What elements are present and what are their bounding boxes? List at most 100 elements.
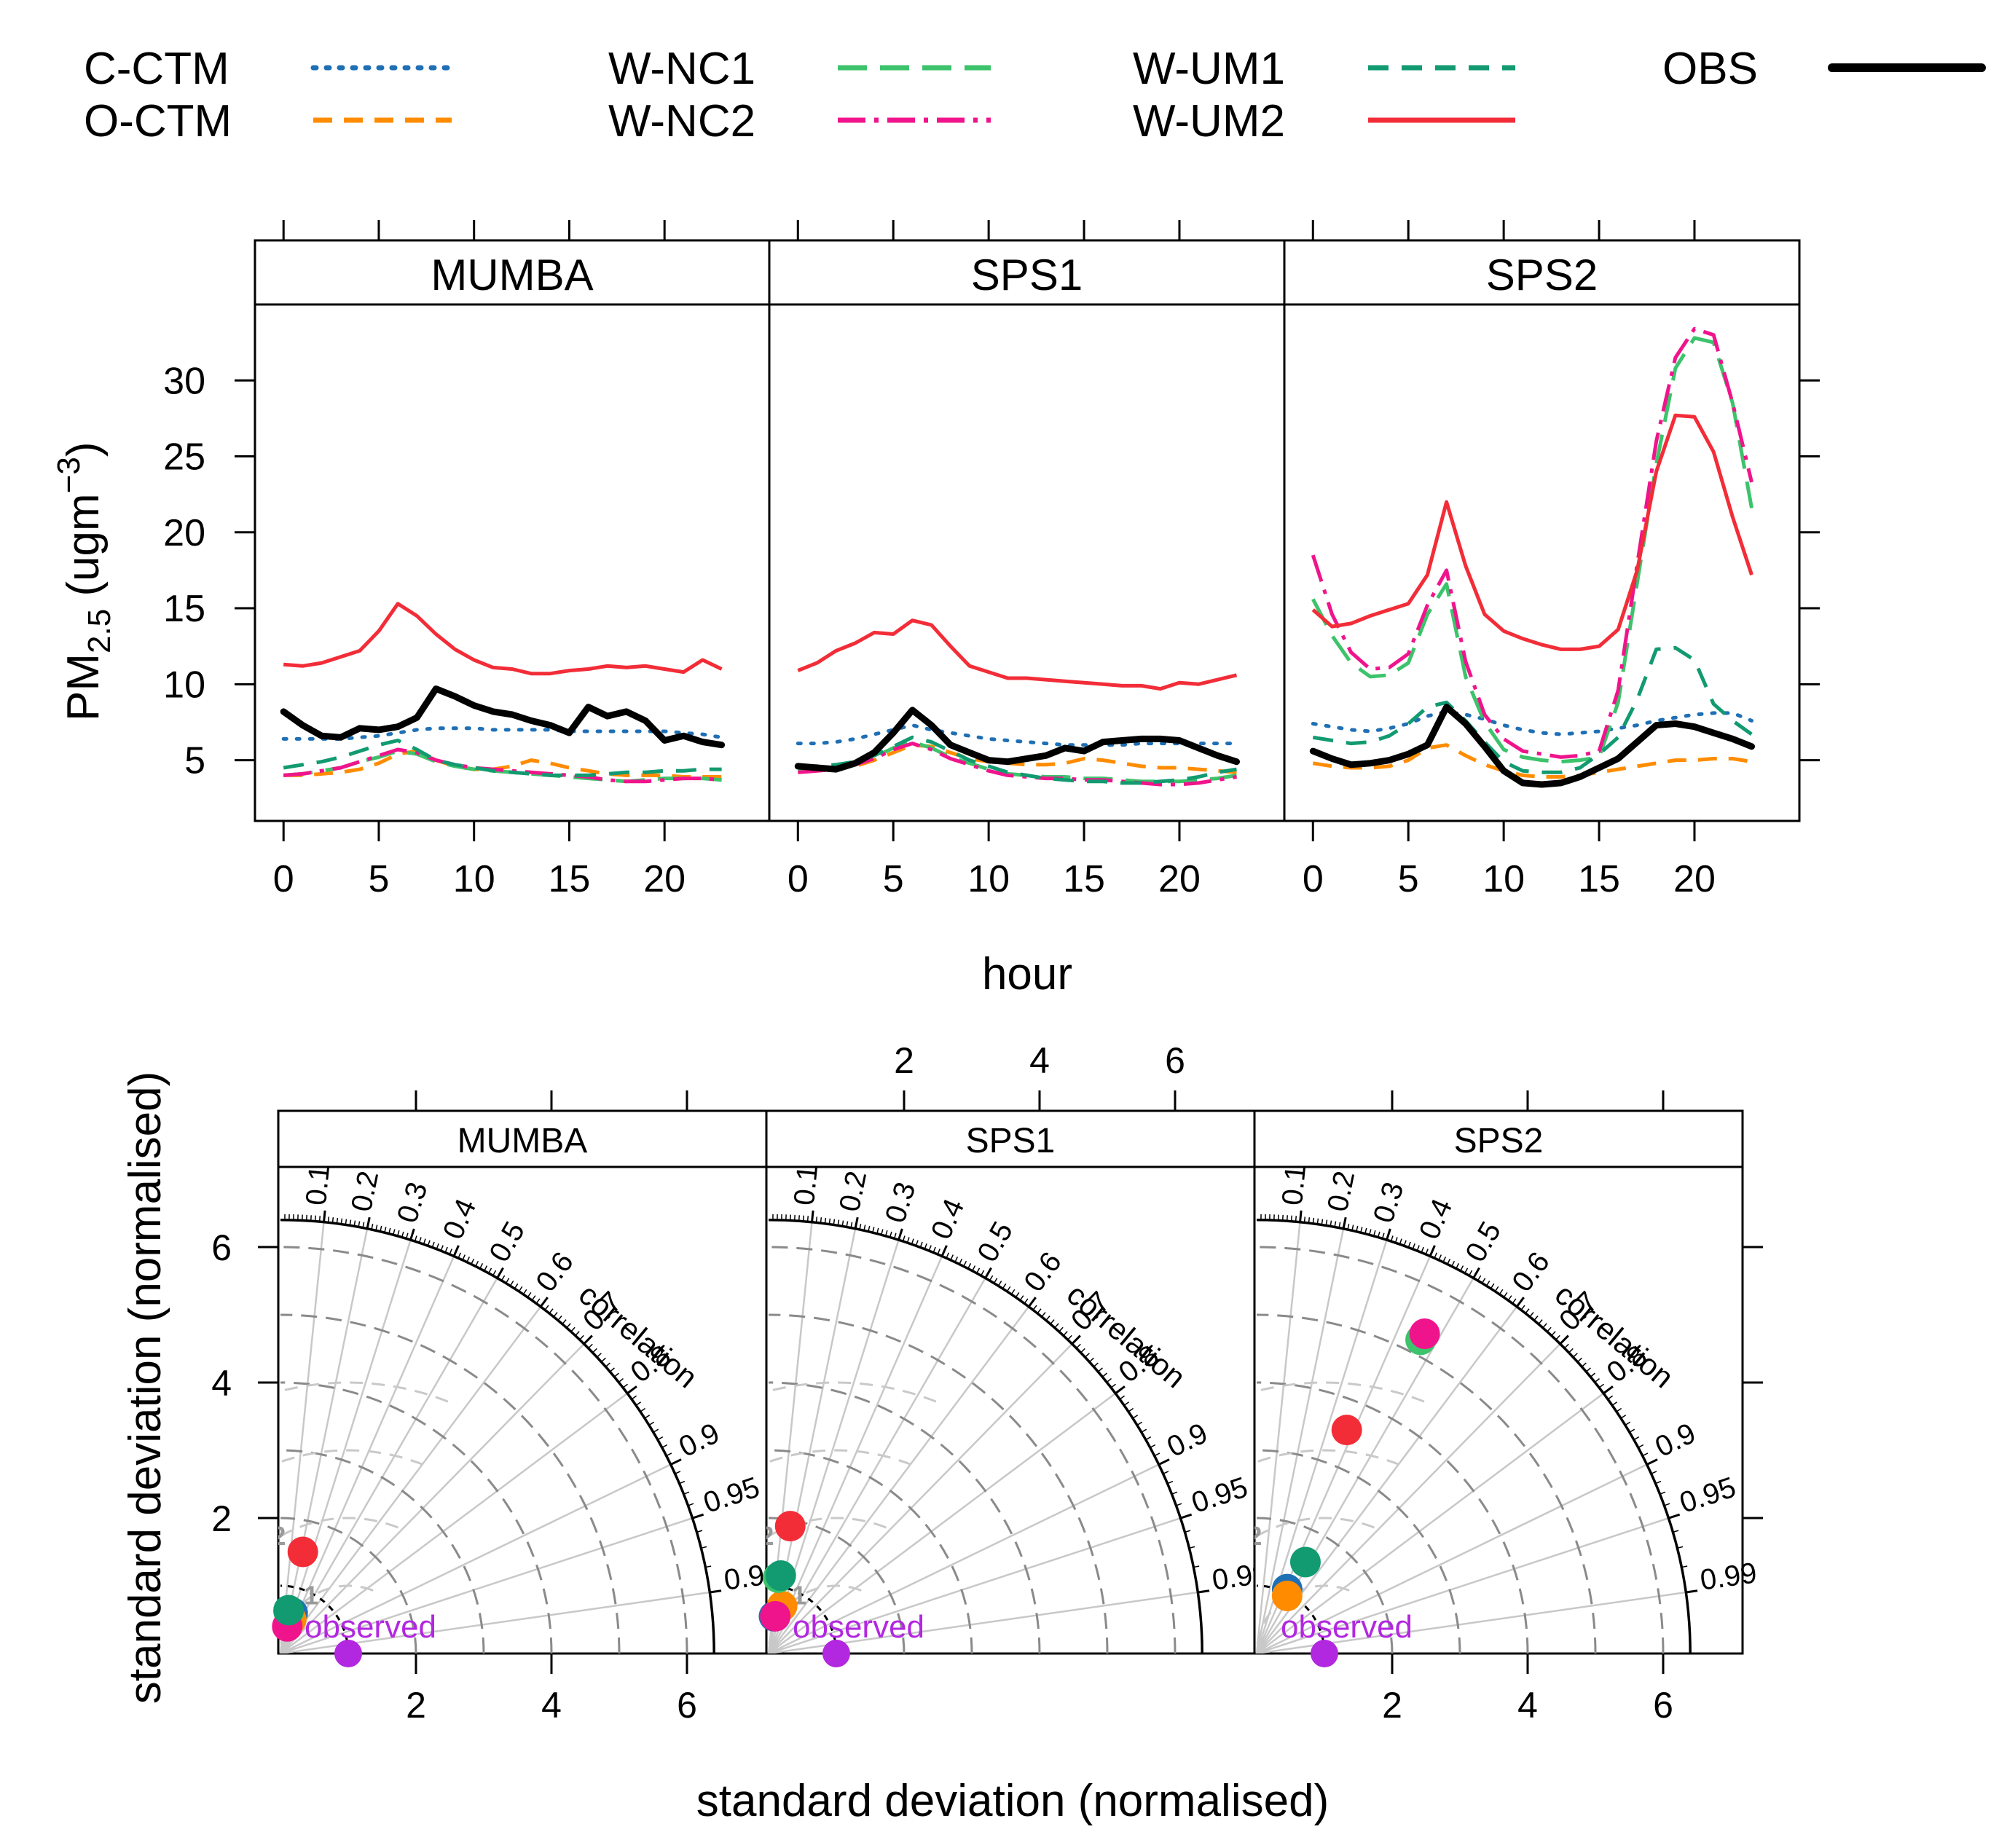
x-tick-label: 4 [1517,1685,1538,1726]
correlation-minor-tick [1403,1240,1407,1246]
observed-sd-arc [768,1584,838,1654]
correlation-minor-tick [859,1224,862,1230]
correlation-minor-tick [653,1428,659,1433]
correlation-minor-tick [1494,1286,1499,1292]
correlation-minor-tick [393,1229,396,1235]
correlation-minor-tick [388,1227,391,1234]
pm25-time-series-chart: MUMBA 0 5 10 15 20 SPS1 0 5 10 15 20 SPS2 0 5 10 15 20 5 10… [51,220,1820,999]
panel-title: SPS2 [1454,1122,1544,1160]
series-line-w-um2 [797,618,1238,691]
x-tick-label: 0 [273,858,294,900]
rms-arc-label: 2 [759,1521,774,1551]
correlation-major-tick [409,1228,415,1240]
y-tick-label: 5 [184,740,205,782]
taylor-point-w-um1 [1289,1546,1321,1578]
correlation-minor-tick [1555,1334,1560,1340]
correlation-minor-tick [1456,1263,1460,1269]
correlation-minor-tick [562,1319,567,1325]
correlation-minor-tick [484,1265,488,1271]
correlation-minor-tick [648,1421,655,1426]
correlation-minor-tick [1442,1257,1447,1262]
rms-arc [1254,1517,1375,1539]
correlation-minor-tick [1063,1331,1068,1337]
correlation-minor-tick [1499,1289,1504,1295]
x-tick-label: 20 [1673,858,1716,900]
observed-label: observed [305,1609,436,1645]
correlation-ray [279,1277,498,1654]
sd-arc [1256,1313,1597,1654]
correlation-minor-tick [815,1216,818,1223]
correlation-minor-tick [1677,1546,1684,1549]
panel-sps1: SPS1 0 5 10 15 20 [768,220,1286,900]
correlation-minor-tick [1193,1565,1200,1568]
series-line-c-ctm [1311,709,1753,736]
rms-arc-label: 3 [239,1462,254,1492]
correlation-minor-tick [362,1222,365,1228]
rms-arc [766,1449,912,1466]
correlation-minor-tick [1673,1530,1679,1533]
y-axis-label-main: PM [58,653,109,721]
correlation-major-tick [670,1458,682,1466]
rms-arc [766,1517,887,1539]
correlation-major-tick [1668,1513,1681,1519]
correlation-minor-tick [514,1283,519,1289]
legend-entry-w-um1: W-UM1 [1133,44,1515,94]
observed-point [1311,1640,1338,1667]
panel-plot-area [768,303,1286,822]
x-tick-label: 5 [883,858,904,900]
correlation-minor-tick [1054,1323,1059,1329]
x-tick-label: 10 [967,858,1010,900]
correlation-minor-tick [475,1260,479,1267]
correlation-minor-tick [954,1257,959,1262]
correlation-minor-tick [1154,1452,1160,1457]
correlation-minor-tick [449,1249,452,1255]
rms-arc [278,1449,424,1466]
sd-arc [1256,1449,1461,1654]
observed-sd-arc [1256,1584,1326,1654]
correlation-minor-tick [1171,1491,1178,1495]
observed-point [822,1640,850,1667]
correlation-minor-tick [1564,1343,1569,1349]
correlation-minor-tick [1050,1319,1055,1325]
correlation-minor-tick [798,1215,800,1222]
correlation-major-tick [1179,1513,1193,1519]
correlation-minor-tick [1651,1471,1657,1474]
series-line-w-um2 [283,602,723,676]
correlation-minor-tick [828,1218,831,1224]
correlation-minor-tick [588,1343,593,1349]
correlation-minor-tick [436,1243,439,1249]
y-tick-label: 25 [163,436,205,479]
correlation-major-tick [1115,1385,1126,1395]
correlation-minor-tick [1303,1216,1306,1223]
rms-arc [766,1381,937,1403]
correlation-minor-tick [661,1444,668,1448]
legend-entry-w-nc1: W-NC1 [608,44,991,94]
correlation-minor-tick [535,1298,541,1304]
correlation-minor-tick [1088,1357,1094,1363]
correlation-minor-tick [919,1241,923,1248]
sd-arc [768,1381,1041,1654]
correlation-minor-tick [1572,1353,1578,1358]
correlation-minor-tick [1123,1401,1130,1406]
y-tick-label: 6 [211,1227,232,1268]
correlation-minor-tick [622,1383,628,1388]
correlation-major-tick [1515,1297,1525,1308]
correlation-minor-tick [579,1334,584,1340]
correlation-minor-tick [1629,1428,1635,1433]
correlation-minor-tick [327,1216,330,1223]
correlation-major-tick [1472,1267,1480,1279]
correlation-minor-tick [1512,1298,1517,1304]
correlation-minor-tick [1447,1258,1451,1265]
correlation-minor-tick [1598,1383,1604,1388]
taylor-point-w-um2 [1331,1415,1362,1446]
correlation-minor-tick [431,1241,435,1248]
correlation-minor-tick [820,1217,822,1224]
correlation-minor-tick [1321,1219,1324,1225]
correlation-minor-tick [462,1254,466,1261]
correlation-minor-tick [471,1258,475,1265]
correlation-minor-tick [440,1245,444,1251]
correlation-minor-tick [1372,1230,1376,1237]
series-line-o-ctm [1312,743,1752,779]
legend-label: W-NC1 [608,44,755,94]
